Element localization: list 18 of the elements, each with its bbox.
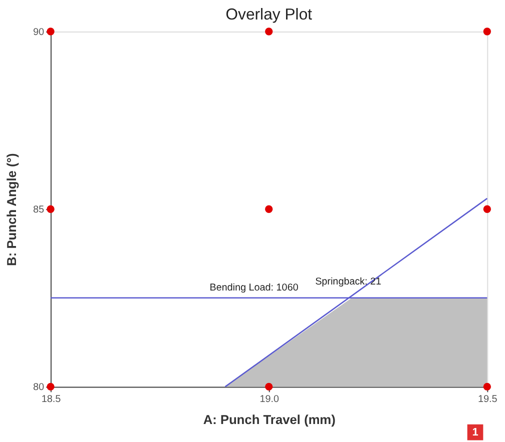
- y-axis-title: B: Punch Angle (°): [4, 153, 20, 266]
- point: [265, 28, 273, 36]
- point: [483, 205, 491, 213]
- y-tick-label: 90: [33, 26, 45, 38]
- chart-title: Overlay Plot: [226, 6, 313, 24]
- annotation: Springback: 21: [315, 276, 382, 288]
- point: [265, 382, 273, 391]
- point: [483, 28, 491, 36]
- y-tick-label: 80: [33, 382, 45, 394]
- x-tick-label: 18.5: [41, 394, 62, 406]
- point: [265, 205, 273, 213]
- y-tick-label: 85: [33, 204, 45, 216]
- point: [46, 205, 54, 213]
- x-tick-label: 19.0: [260, 394, 280, 406]
- x-axis-title: A: Punch Travel (mm): [203, 412, 336, 427]
- annotation: Bending Load: 1060: [210, 282, 299, 294]
- text: 1: [472, 426, 478, 438]
- x-tick-label: 19.5: [478, 394, 498, 406]
